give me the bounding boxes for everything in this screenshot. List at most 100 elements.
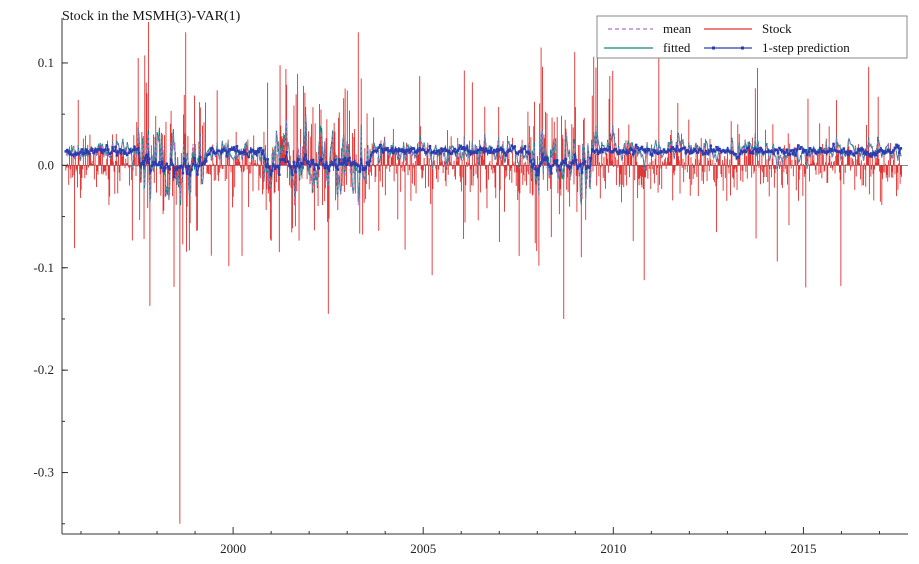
prediction-point [811,148,815,152]
prediction-point [776,151,780,155]
prediction-point [358,170,362,173]
prediction-point [851,152,854,156]
prediction-point [279,158,283,161]
prediction-point [726,149,730,153]
prediction-point [889,151,892,154]
prediction-point [459,144,462,148]
prediction-point [452,150,455,153]
prediction-point [396,149,400,152]
prediction-point [681,147,685,150]
prediction-point [567,165,571,168]
prediction-point [161,160,164,163]
prediction-point [124,152,128,155]
prediction-point [492,148,496,152]
prediction-point [118,148,122,151]
prediction-point [693,147,696,151]
prediction-point [896,144,900,148]
prediction-point [140,162,144,165]
prediction-point [84,148,88,151]
series-prediction-markers [64,142,903,179]
prediction-point [816,150,819,154]
prediction-point [335,166,338,169]
prediction-point [805,153,809,157]
prediction-point [299,161,303,165]
prediction-point [178,166,182,169]
prediction-point [248,150,252,154]
prediction-point [125,153,129,157]
prediction-point [724,151,727,154]
prediction-point [155,163,158,166]
prediction-point [251,148,255,152]
prediction-point [558,168,562,172]
prediction-point [684,151,688,155]
prediction-point [203,161,207,164]
prediction-point [570,161,574,164]
prediction-point [254,150,258,153]
prediction-point [808,147,812,150]
prediction-point [323,166,326,170]
prediction-point [873,153,876,156]
prediction-point [836,150,840,154]
prediction-point [131,148,135,152]
prediction-point [336,168,340,171]
prediction-point [294,170,297,174]
prediction-point [163,167,167,170]
prediction-point [852,154,856,157]
prediction-point [180,164,183,168]
prediction-point [109,151,113,155]
prediction-point [589,156,593,160]
prediction-point [256,150,259,154]
prediction-point [721,149,724,153]
prediction-point [392,151,395,155]
prediction-point [269,173,272,176]
prediction-point [642,148,645,152]
prediction-point [351,161,354,165]
prediction-point [674,149,677,153]
prediction-point [120,152,123,155]
prediction-point [550,172,553,175]
prediction-point [541,153,544,156]
prediction-point [555,159,559,162]
prediction-point [332,163,335,167]
prediction-point [614,147,617,151]
prediction-point [823,150,827,154]
prediction-point [438,152,442,155]
prediction-point [645,149,648,153]
prediction-point [185,172,189,175]
prediction-point [580,171,584,174]
prediction-point [560,162,563,166]
prediction-point [373,149,376,153]
prediction-point [824,151,828,154]
prediction-point [623,150,626,154]
prediction-point [678,149,682,152]
prediction-point [522,147,525,151]
prediction-point [428,144,432,148]
prediction-point [547,163,550,166]
prediction-point [166,165,170,169]
prediction-point [143,156,147,160]
prediction-point [839,151,843,155]
prediction-point [267,165,271,169]
prediction-point [87,152,91,155]
prediction-point [705,149,708,153]
prediction-point [485,149,489,153]
prediction-point [65,148,69,152]
prediction-point [551,164,555,167]
prediction-point [223,149,227,152]
prediction-point [99,149,103,152]
prediction-point [324,163,328,167]
prediction-point [321,163,325,167]
prediction-point [653,149,657,153]
prediction-point [102,148,106,152]
prediction-point [519,149,522,153]
prediction-point [257,150,261,154]
prediction-point [364,167,367,171]
prediction-point [96,148,100,152]
prediction-point [677,148,680,152]
prediction-point [226,150,230,154]
prediction-point [414,150,417,154]
prediction-point [434,152,438,155]
prediction-point [71,153,75,157]
prediction-point [652,149,655,152]
